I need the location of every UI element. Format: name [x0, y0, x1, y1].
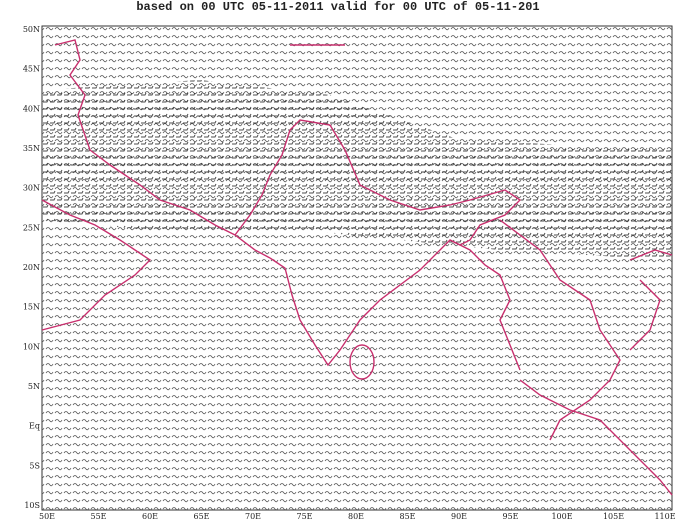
lat-label: 5N — [28, 382, 40, 391]
lon-label: 80E — [348, 512, 364, 521]
lat-label: 45N — [23, 65, 40, 74]
lon-label: 105E — [603, 512, 624, 521]
lat-label: 15N — [23, 303, 40, 312]
lat-label: 40N — [23, 104, 40, 113]
lon-label: 100E — [551, 512, 572, 521]
lat-label: 5S — [29, 461, 40, 470]
lat-label: 25N — [23, 223, 40, 232]
lon-label: 110E — [654, 512, 675, 521]
lon-label: 65E — [193, 512, 209, 521]
map-title: based on 00 UTC 05-11-2011 valid for 00 … — [136, 0, 539, 14]
latitude-labels: 50N 45N 40N 35N 30N 25N 20N 15N 10N 5N Eq 5S 10S — [23, 25, 40, 510]
lon-label: 50E — [39, 512, 55, 521]
lon-label: 75E — [296, 512, 312, 521]
lat-label: 50N — [23, 25, 40, 34]
lon-label: 55E — [90, 512, 106, 521]
longitude-labels: 50E 55E 60E 65E 70E 75E 80E 85E 90E 95E 100E 105E 11… — [39, 512, 676, 521]
lon-label: 95E — [502, 512, 518, 521]
wind-map: based on 00 UTC 05-11-2011 valid for 00 … — [0, 0, 676, 523]
lat-label: Eq — [29, 422, 40, 431]
lat-label: 10N — [23, 342, 40, 351]
lat-label: 20N — [23, 263, 40, 272]
lon-label: 85E — [399, 512, 415, 521]
lon-label: 70E — [245, 512, 261, 521]
lat-label: 10S — [24, 501, 40, 510]
lon-label: 90E — [451, 512, 467, 521]
lat-label: 35N — [23, 144, 40, 153]
lat-label: 30N — [23, 184, 40, 193]
lon-label: 60E — [142, 512, 158, 521]
